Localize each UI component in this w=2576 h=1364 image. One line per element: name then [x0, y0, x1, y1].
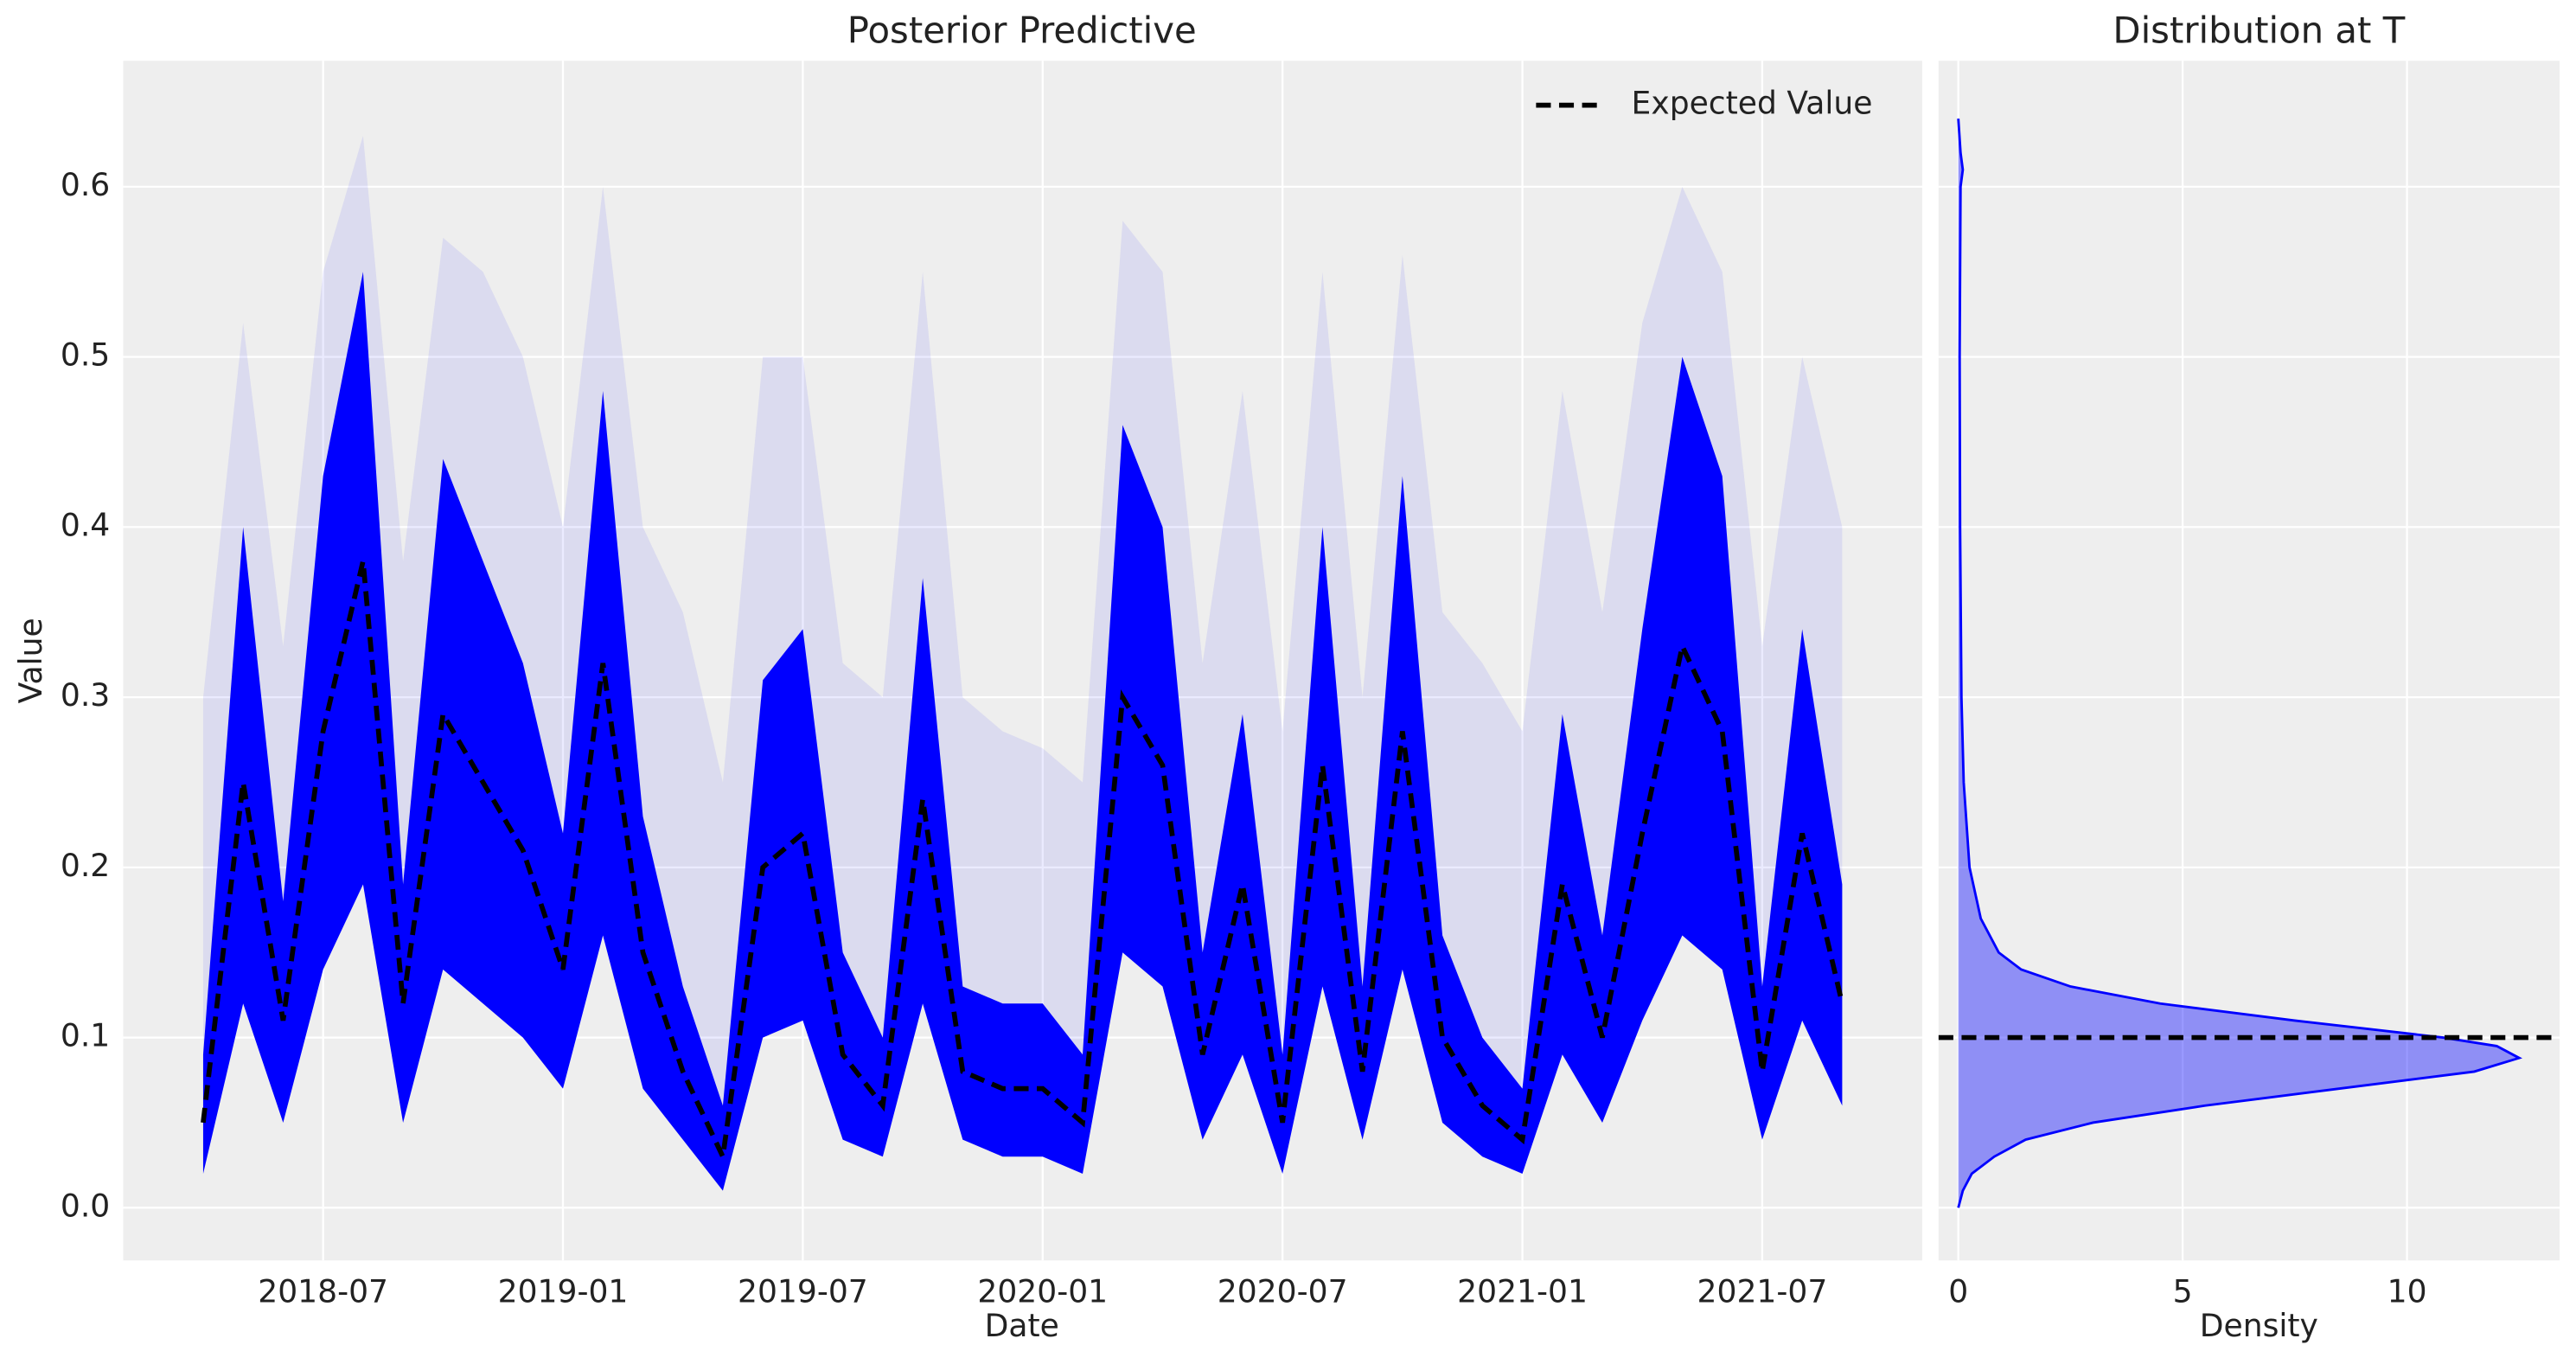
- expected-line: [201, 560, 1845, 1166]
- density-line: [1957, 118, 2523, 1208]
- chart-title: Distribution at T: [2113, 9, 2405, 51]
- legend-label: Expected Value: [1632, 86, 1873, 122]
- x-tick-label: 2019-01: [498, 1273, 629, 1310]
- density-area: [1958, 118, 2520, 1208]
- x-tick-label: 2021-07: [1697, 1273, 1828, 1310]
- y-tick-label: 0.1: [61, 1018, 110, 1054]
- x-axis-label: Density: [2200, 1308, 2318, 1344]
- y-tick-label: 0.6: [61, 167, 110, 203]
- x-tick-label: 2021-01: [1457, 1273, 1588, 1310]
- x-tick-label: 2019-07: [738, 1273, 868, 1310]
- y-axis-label: Value: [13, 618, 49, 703]
- y-tick-label: 0.5: [61, 337, 110, 374]
- x-tick-label: 0: [1948, 1273, 1968, 1310]
- y-tick-label: 0.0: [61, 1188, 110, 1224]
- x-tick-label: 2020-01: [977, 1273, 1108, 1310]
- x-tick-label: 2018-07: [258, 1273, 388, 1310]
- x-axis-label: Date: [985, 1308, 1059, 1344]
- plot-background: [1938, 61, 2560, 1261]
- chart-title: Posterior Predictive: [847, 9, 1197, 51]
- x-tick-label: 10: [2387, 1273, 2427, 1310]
- y-tick-label: 0.3: [61, 677, 110, 714]
- y-tick-label: 0.2: [61, 848, 110, 884]
- x-tick-label: 5: [2173, 1273, 2193, 1310]
- y-tick-label: 0.4: [61, 507, 110, 543]
- x-tick-label: 2020-07: [1218, 1273, 1348, 1310]
